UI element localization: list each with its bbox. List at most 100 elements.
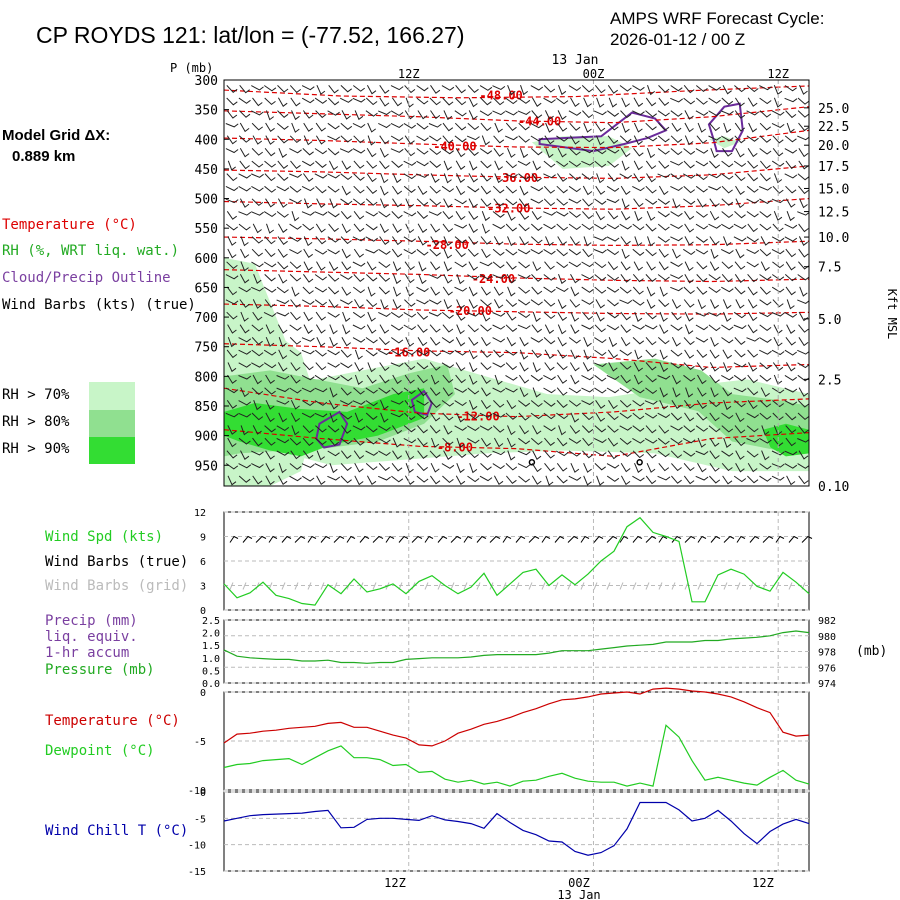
calm-wind-marker bbox=[528, 459, 536, 466]
legend-rh90: RH > 90% bbox=[2, 441, 70, 457]
wind-chill-tick-label: -15 bbox=[188, 867, 206, 878]
model-grid-label: Model Grid ΔX: bbox=[2, 127, 111, 144]
legend-wind-speed: Wind Spd (kts) bbox=[45, 529, 164, 545]
bottom-time-label-3: 12Z bbox=[752, 876, 774, 890]
forecast-cycle-label: AMPS WRF Forecast Cycle: bbox=[610, 9, 825, 28]
dewpoint-line bbox=[223, 724, 810, 787]
time-tick-label: 00Z bbox=[583, 67, 605, 81]
legend-rh80-swatch bbox=[89, 410, 135, 437]
legend-rh80: RH > 80% bbox=[2, 414, 70, 430]
pressure-tick-label: 900 bbox=[195, 430, 218, 445]
cloud-outline bbox=[538, 111, 668, 153]
temperature-tick-label: -10 bbox=[188, 786, 206, 797]
cross-section-frame bbox=[223, 79, 810, 487]
height-tick-label: 0.10 bbox=[818, 480, 849, 495]
wind-speed-line bbox=[223, 516, 810, 606]
pressure-tick-label: 400 bbox=[195, 133, 218, 148]
height-tick-label: 5.0 bbox=[818, 313, 841, 328]
legend-precip-line3: 1-hr accum bbox=[45, 645, 130, 661]
rh-region-80 bbox=[593, 358, 733, 412]
height-tick-label: 12.5 bbox=[818, 206, 849, 221]
pressure-tick-label: 700 bbox=[195, 311, 218, 326]
pressure-axis-label: P (mb) bbox=[170, 61, 213, 75]
legend-precip-line2: liq. equiv. bbox=[45, 629, 138, 645]
calm-wind-marker bbox=[636, 459, 643, 466]
wind-tick-label: 9 bbox=[200, 533, 206, 544]
temperature-line bbox=[223, 687, 810, 747]
station-title: CP ROYDS 121: lat/lon = (-77.52, 166.27) bbox=[36, 22, 465, 48]
isotherm-line bbox=[224, 303, 809, 315]
legend-rh70-swatch bbox=[89, 382, 135, 410]
cross-section-chart: P (mb) 13 Jan Kft MSL -48.00-44.00-40.00… bbox=[170, 53, 899, 495]
isotherm-label: -20.00 bbox=[449, 304, 492, 318]
legend-temperature-series: Temperature (°C) bbox=[45, 713, 180, 729]
model-grid-value: 0.889 km bbox=[12, 148, 76, 165]
height-axis-label: Kft MSL bbox=[885, 289, 899, 340]
precip-tick-label: 0.0 bbox=[202, 679, 220, 690]
legend-pressure: Pressure (mb) bbox=[45, 662, 155, 678]
bottom-time-label-1: 12Z bbox=[384, 876, 406, 890]
height-tick-label: 2.5 bbox=[818, 373, 841, 388]
height-tick-label: 25.0 bbox=[818, 102, 849, 117]
height-tick-label: 10.0 bbox=[818, 231, 849, 246]
pressure-tick-label: 974 bbox=[818, 679, 836, 690]
pressure-tick-label: 978 bbox=[818, 648, 836, 659]
legend-precip-line1: Precip (mm) bbox=[45, 613, 138, 629]
wind-tick-label: 12 bbox=[194, 508, 206, 519]
wind-barbs-field bbox=[225, 84, 809, 486]
height-tick-label: 22.5 bbox=[818, 120, 849, 135]
legend-cloud-outline: Cloud/Precip Outline bbox=[2, 270, 171, 286]
pressure-tick-label: 300 bbox=[195, 74, 218, 89]
pressure-tick-label: 450 bbox=[195, 163, 218, 178]
pressure-tick-label: 650 bbox=[195, 281, 218, 296]
isotherm-line bbox=[224, 236, 809, 246]
time-tick-label: 12Z bbox=[398, 67, 420, 81]
time-tick-label: 12Z bbox=[767, 67, 789, 81]
pressure-tick-label: 980 bbox=[818, 632, 836, 643]
pressure-tick-label: 800 bbox=[195, 370, 218, 385]
wind-tick-label: 3 bbox=[200, 582, 206, 593]
isotherm-line bbox=[224, 429, 809, 457]
date-label-top: 13 Jan bbox=[552, 53, 599, 68]
date-label-bottom: 13 Jan bbox=[557, 888, 600, 900]
wind-chill-tick-label: -5 bbox=[194, 814, 206, 825]
isotherm-label: -8.00 bbox=[437, 440, 473, 454]
cloud-outline bbox=[707, 102, 744, 153]
precip-tick-label: 2.0 bbox=[202, 629, 220, 640]
wind-chill-line bbox=[223, 801, 810, 856]
temperature-tick-label: -5 bbox=[194, 737, 206, 748]
legend-dewpoint-series: Dewpoint (°C) bbox=[45, 743, 155, 759]
wind-tick-label: 6 bbox=[200, 557, 206, 568]
legend-rh70: RH > 70% bbox=[2, 387, 70, 403]
legend-temperature: Temperature (°C) bbox=[2, 217, 137, 233]
legend-wind-chill: Wind Chill T (°C) bbox=[45, 823, 189, 839]
precip-tick-label: 0.5 bbox=[202, 666, 220, 677]
legend-rh: RH (%, WRT liq. wat.) bbox=[2, 243, 180, 259]
isotherm-line bbox=[224, 197, 809, 210]
isotherm-line bbox=[224, 85, 809, 99]
height-tick-label: 7.5 bbox=[818, 261, 841, 276]
pressure-tick-label: 950 bbox=[195, 459, 218, 474]
height-tick-label: 20.0 bbox=[818, 139, 849, 154]
pressure-line bbox=[223, 630, 810, 664]
meteogram-panels: 0 3 6 9 12 0.0 0.51.0 1.52.0 2.5 974 976 978 980 982… bbox=[188, 508, 887, 900]
isotherm-line bbox=[224, 165, 809, 179]
forecast-cycle-value: 2026-01-12 / 00 Z bbox=[610, 30, 746, 49]
cloud-outline bbox=[410, 389, 433, 417]
pressure-tick-label: 550 bbox=[195, 222, 218, 237]
pressure-unit-label: (mb) bbox=[856, 644, 887, 659]
isotherm-line bbox=[224, 106, 809, 124]
rh-region-70 bbox=[708, 136, 740, 149]
pressure-tick-label: 982 bbox=[818, 616, 836, 627]
rh-region-90 bbox=[762, 423, 809, 457]
isotherm-line bbox=[224, 343, 809, 369]
pressure-tick-label: 600 bbox=[195, 252, 218, 267]
height-tick-label: 17.5 bbox=[818, 160, 849, 175]
precip-tick-label: 1.5 bbox=[202, 641, 220, 652]
wind-chill-tick-label: 0 bbox=[200, 788, 206, 799]
wind-chill-tick-label: -10 bbox=[188, 841, 206, 852]
temperature-tick-label: 0 bbox=[200, 688, 206, 699]
precip-tick-label: 1.0 bbox=[202, 654, 220, 665]
legend-precip: Precip (mm) liq. equiv. 1-hr accum bbox=[45, 613, 138, 661]
bottom-time-label-2: 00Z bbox=[568, 876, 590, 890]
